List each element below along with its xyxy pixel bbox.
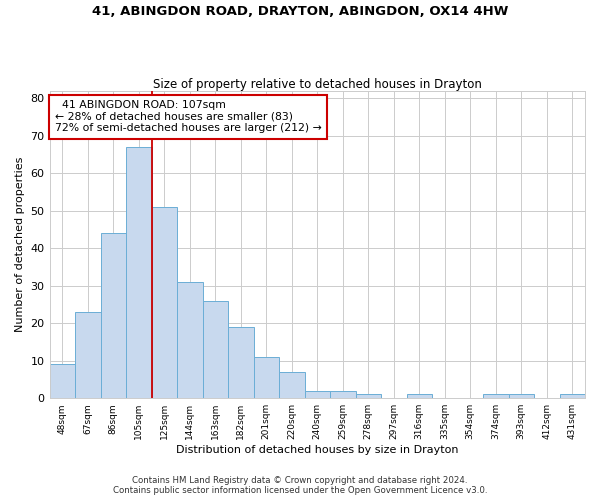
Bar xyxy=(279,372,305,398)
Title: Size of property relative to detached houses in Drayton: Size of property relative to detached ho… xyxy=(153,78,482,91)
X-axis label: Distribution of detached houses by size in Drayton: Distribution of detached houses by size … xyxy=(176,445,458,455)
Bar xyxy=(356,394,381,398)
Bar xyxy=(330,390,356,398)
Bar xyxy=(560,394,585,398)
Bar xyxy=(509,394,534,398)
Bar xyxy=(101,234,126,398)
Bar xyxy=(50,364,75,398)
Bar xyxy=(126,147,152,398)
Bar xyxy=(152,207,177,398)
Bar xyxy=(75,312,101,398)
Y-axis label: Number of detached properties: Number of detached properties xyxy=(15,157,25,332)
Text: 41, ABINGDON ROAD, DRAYTON, ABINGDON, OX14 4HW: 41, ABINGDON ROAD, DRAYTON, ABINGDON, OX… xyxy=(92,5,508,18)
Text: 41 ABINGDON ROAD: 107sqm
← 28% of detached houses are smaller (83)
72% of semi-d: 41 ABINGDON ROAD: 107sqm ← 28% of detach… xyxy=(55,100,322,134)
Text: Contains HM Land Registry data © Crown copyright and database right 2024.
Contai: Contains HM Land Registry data © Crown c… xyxy=(113,476,487,495)
Bar xyxy=(407,394,432,398)
Bar xyxy=(177,282,203,398)
Bar xyxy=(203,301,228,398)
Bar xyxy=(483,394,509,398)
Bar xyxy=(254,357,279,398)
Bar xyxy=(305,390,330,398)
Bar xyxy=(228,327,254,398)
